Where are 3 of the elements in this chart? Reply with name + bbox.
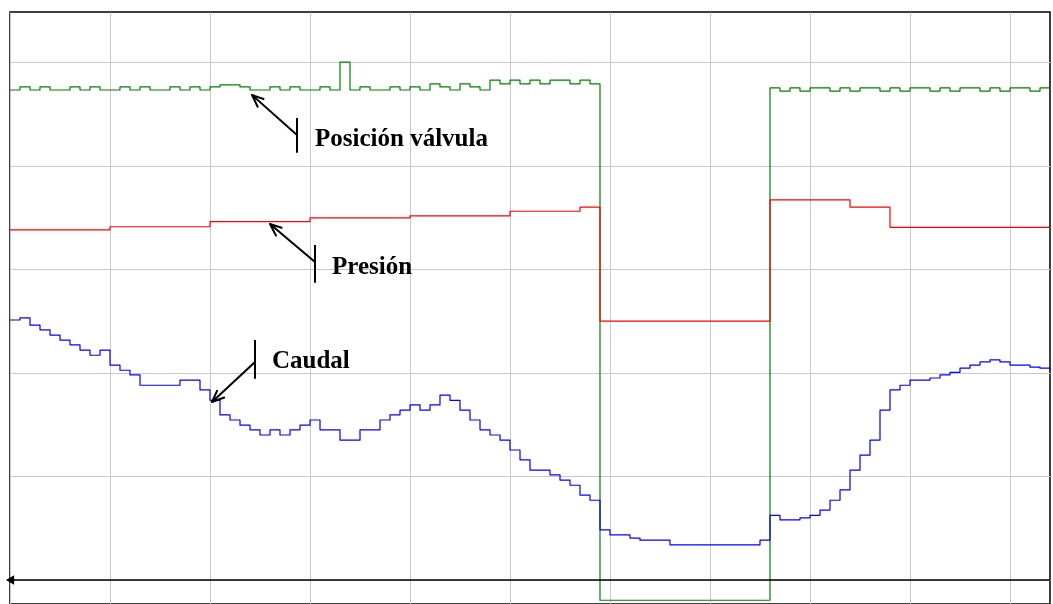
- text: Caudal: [272, 346, 350, 373]
- series-label: Presión: [332, 252, 413, 279]
- series-label: Posición válvula: [315, 124, 489, 151]
